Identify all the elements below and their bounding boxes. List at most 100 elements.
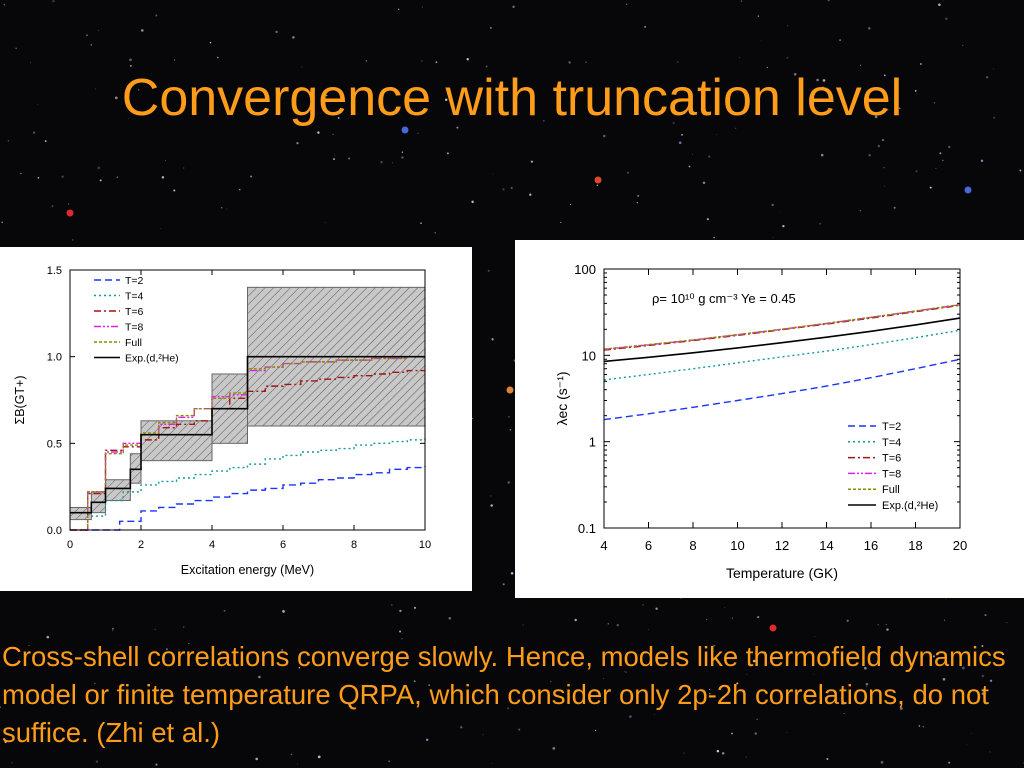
star [129,64,132,67]
star [1,221,3,224]
star [771,203,774,207]
star [128,118,129,120]
star [915,170,918,173]
star [30,62,31,64]
star [550,680,552,682]
star [188,642,190,645]
star [755,652,757,655]
star [552,747,556,750]
star [708,155,711,158]
series-line [70,355,425,531]
x-axis-label: Excitation energy (MeV) [181,563,314,577]
plot-frame [69,269,426,531]
star [880,761,884,764]
star [420,222,422,224]
star [298,666,301,669]
star [989,679,993,682]
star [7,140,10,142]
star [0,706,1,708]
y-tick-label: 1 [589,435,596,450]
star [883,74,886,77]
star [962,44,964,46]
star [325,94,328,97]
star [90,44,93,46]
glow-star [506,386,514,394]
star [914,90,917,92]
star [112,629,113,631]
star [37,104,39,105]
star [417,132,419,134]
star [20,172,22,175]
x-tick-label: 0 [67,539,73,551]
star [560,221,562,223]
star [255,757,259,761]
star [884,185,886,187]
star [399,630,402,633]
star [542,119,545,122]
star [467,661,470,664]
star [782,224,785,228]
slide-caption: Cross-shell correlations converge slowly… [2,641,1006,748]
star [713,236,715,239]
star [421,60,423,62]
star [333,158,335,161]
star [11,762,13,764]
star [137,89,140,91]
star [491,762,493,764]
star [502,583,505,586]
star [596,184,599,187]
star [843,713,845,714]
series-line [70,465,426,531]
star [37,176,40,179]
star [301,66,303,68]
star [111,627,114,630]
star [46,635,50,639]
bgt-strength-chart-panel: 0 2 4 6 8 10 0.0 0.5 1.0 1.5 Excitation energy (Me… [0,247,472,591]
star [993,116,995,119]
star [141,29,144,32]
star [881,139,885,142]
y-axis-label: ΣB(GT+) [13,375,27,424]
star [380,106,384,110]
star [165,648,168,651]
star [518,728,521,731]
star [324,222,326,224]
star [226,208,228,210]
star [644,26,646,28]
uncertainty-band [129,453,142,484]
star [709,689,710,690]
star [155,763,158,766]
star [625,671,627,673]
star [735,127,737,129]
star [490,495,492,497]
star [411,111,414,115]
star [993,68,994,70]
star [239,188,241,191]
star [32,131,36,134]
star [859,64,862,67]
star [52,0,55,3]
star [824,696,826,699]
x-tick-label: 6 [645,538,652,553]
star [947,145,951,149]
star [929,186,932,189]
star [942,0,944,2]
star [1006,622,1008,624]
star [416,117,417,119]
star [44,140,47,143]
star [292,36,295,39]
star [585,61,587,63]
star [95,760,99,763]
star [624,670,626,672]
star [676,61,679,63]
star [819,222,822,225]
star [938,3,941,6]
star [786,732,788,733]
star [466,58,469,61]
star [868,154,871,157]
x-tick-label: 16 [864,538,878,553]
legend-label: T=4 [125,291,144,303]
x-tick-label: 6 [280,539,286,551]
star [899,707,903,710]
glow-star [401,126,409,134]
